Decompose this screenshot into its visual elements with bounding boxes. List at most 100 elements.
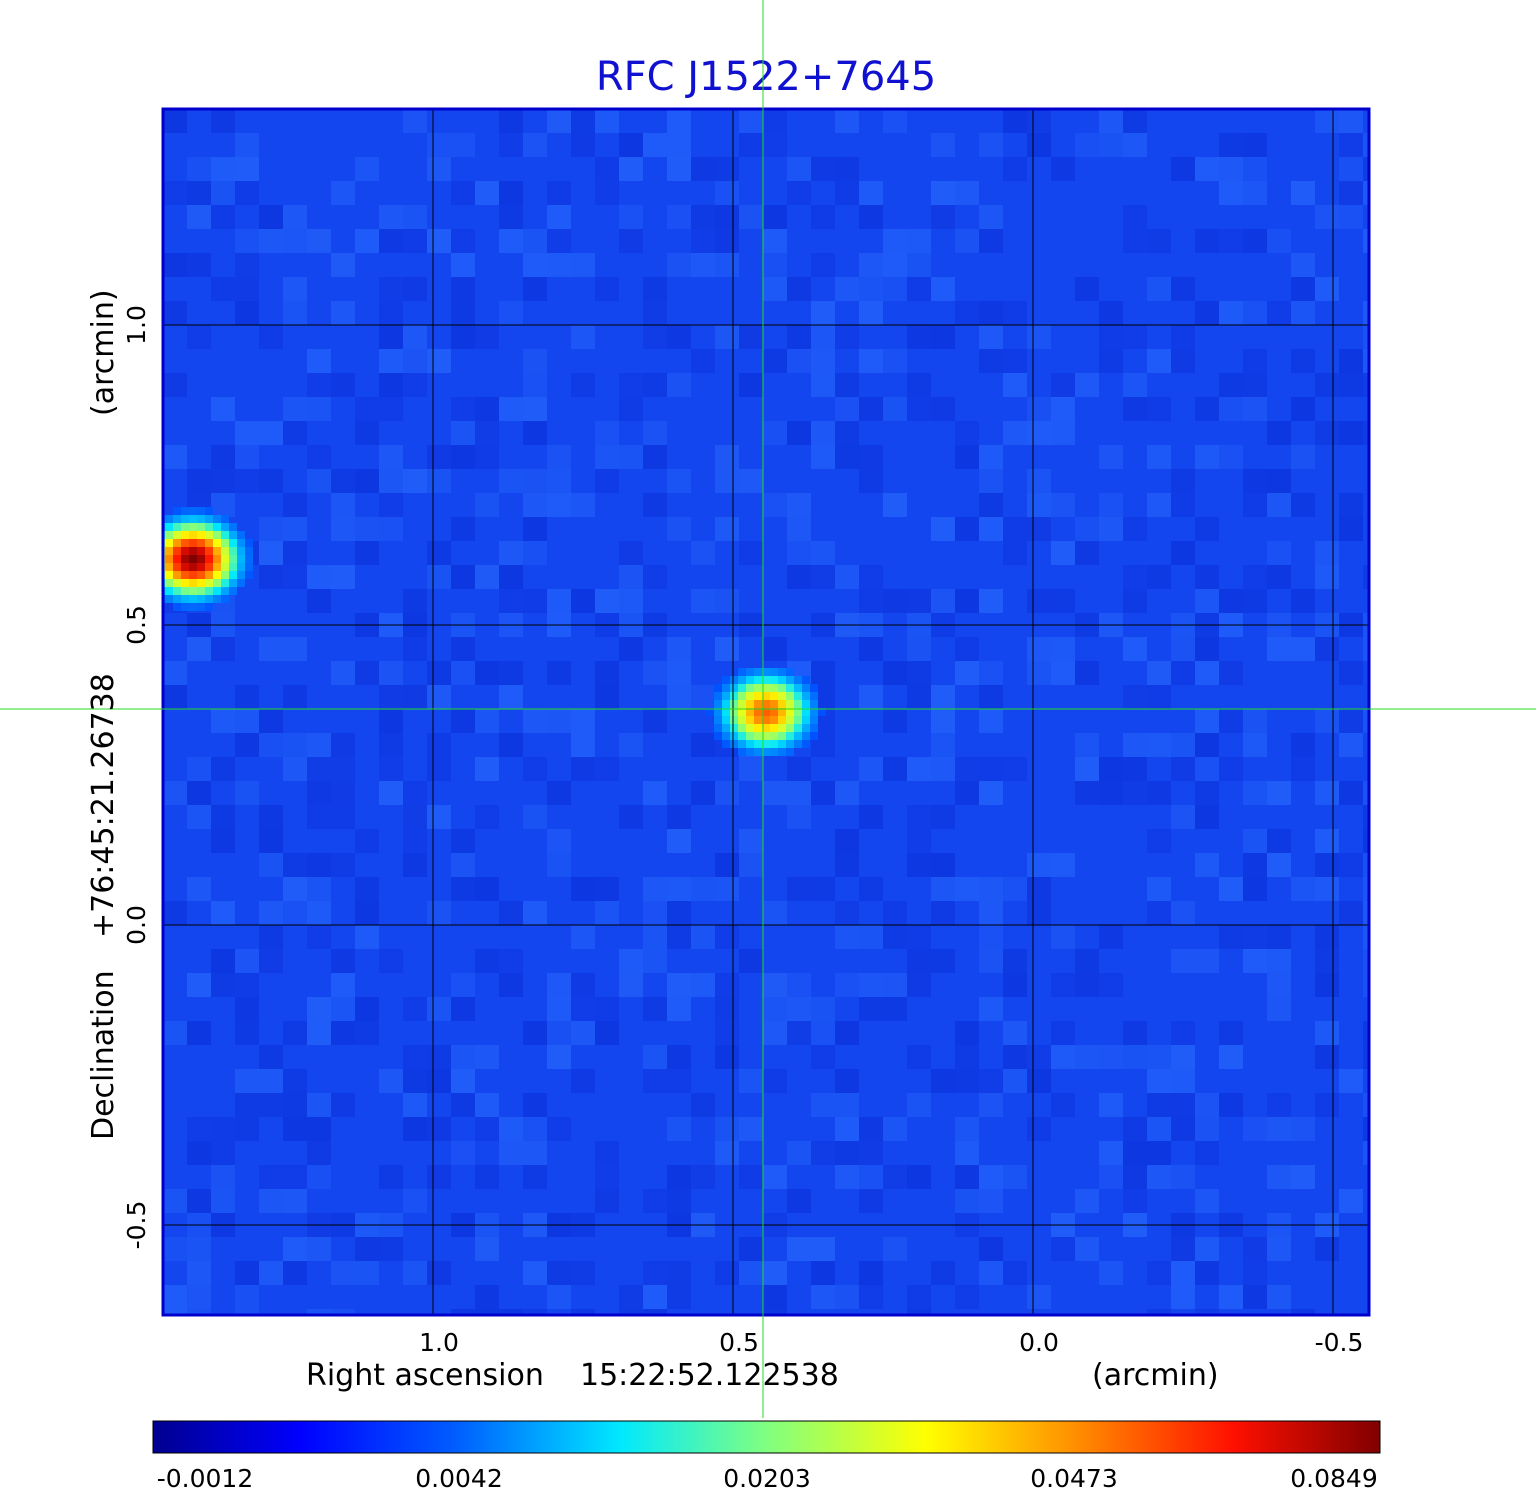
noise-cell (499, 109, 523, 133)
noise-cell (835, 1117, 859, 1141)
noise-cell (187, 1141, 211, 1165)
noise-cell (835, 421, 859, 445)
noise-cell (403, 325, 427, 349)
noise-cell (595, 1165, 619, 1189)
noise-cell (499, 949, 523, 973)
noise-cell (763, 997, 787, 1021)
source-pixel (722, 676, 730, 684)
noise-cell (763, 637, 787, 661)
colorbar-tick-label: 0.0849 (1290, 1464, 1377, 1493)
source-pixel (181, 603, 189, 611)
noise-cell (979, 661, 1003, 685)
noise-cell (475, 1045, 499, 1069)
colorbar-tick-label: 0.0473 (1030, 1464, 1117, 1493)
noise-cell (595, 877, 619, 901)
noise-cell (1291, 733, 1315, 757)
noise-cell (1075, 1045, 1099, 1069)
source-pixel (205, 531, 213, 539)
noise-cell (1315, 1237, 1339, 1261)
noise-cell (451, 661, 475, 685)
noise-cell (643, 1045, 667, 1069)
noise-cell (1075, 373, 1099, 397)
noise-cell (907, 1165, 931, 1189)
noise-cell (1051, 589, 1075, 613)
source-pixel (197, 539, 205, 547)
noise-cell (187, 253, 211, 277)
source-pixel (189, 579, 197, 587)
noise-cell (307, 469, 331, 493)
noise-cell (1147, 685, 1171, 709)
noise-cell (1243, 853, 1267, 877)
noise-cell (427, 1045, 451, 1069)
noise-cell (499, 1117, 523, 1141)
source-pixel (754, 684, 762, 692)
source-pixel (762, 724, 770, 732)
noise-cell (955, 877, 979, 901)
noise-cell (259, 709, 283, 733)
noise-cell (427, 1069, 451, 1093)
noise-cell (475, 757, 499, 781)
source-pixel (221, 579, 229, 587)
noise-cell (715, 205, 739, 229)
noise-cell (1243, 397, 1267, 421)
noise-cell (739, 1261, 763, 1285)
noise-cell (595, 109, 619, 133)
noise-cell (907, 661, 931, 685)
noise-cell (1051, 973, 1075, 997)
noise-cell (859, 205, 883, 229)
noise-cell (979, 781, 1003, 805)
noise-cell (811, 541, 835, 565)
noise-cell (739, 757, 763, 781)
noise-cell (979, 757, 1003, 781)
source-pixel (778, 684, 786, 692)
noise-cell (1003, 349, 1027, 373)
source-pixel (213, 515, 221, 523)
noise-cell (259, 517, 283, 541)
noise-cell (379, 469, 403, 493)
source-pixel (738, 708, 746, 716)
noise-cell (1267, 1237, 1291, 1261)
noise-cell (859, 973, 883, 997)
noise-cell (1051, 373, 1075, 397)
noise-cell (1267, 493, 1291, 517)
noise-cell (547, 109, 571, 133)
noise-cell (1339, 133, 1363, 157)
x-tick-label: 0.5 (719, 1328, 759, 1357)
noise-cell (475, 1117, 499, 1141)
noise-cell (163, 1285, 187, 1309)
noise-cell (1027, 1117, 1051, 1141)
noise-cell (1051, 1237, 1075, 1261)
noise-cell (619, 637, 643, 661)
noise-cell (523, 805, 547, 829)
source-pixel (213, 579, 221, 587)
noise-cell (1243, 781, 1267, 805)
noise-cell (667, 1117, 691, 1141)
noise-cell (955, 1141, 979, 1165)
noise-cell (811, 1021, 835, 1045)
source-pixel (762, 732, 770, 740)
noise-cell (691, 205, 715, 229)
x-tick-label: 0.0 (1019, 1328, 1059, 1357)
noise-cell (811, 1093, 835, 1117)
noise-cell (907, 973, 931, 997)
noise-cell (787, 1141, 811, 1165)
noise-cell (835, 445, 859, 469)
noise-cell (955, 517, 979, 541)
noise-cell (475, 1165, 499, 1189)
noise-cell (1195, 781, 1219, 805)
source-pixel (221, 547, 229, 555)
source-pixel (770, 708, 778, 716)
noise-cell (883, 757, 907, 781)
source-pixel (746, 732, 754, 740)
noise-cell (643, 445, 667, 469)
noise-cell (1267, 997, 1291, 1021)
source-pixel (221, 523, 229, 531)
noise-cell (499, 541, 523, 565)
noise-cell (427, 733, 451, 757)
noise-cell (619, 565, 643, 589)
noise-cell (835, 853, 859, 877)
source-pixel (181, 507, 189, 515)
noise-cell (1147, 349, 1171, 373)
noise-cell (1219, 925, 1243, 949)
noise-cell (691, 253, 715, 277)
